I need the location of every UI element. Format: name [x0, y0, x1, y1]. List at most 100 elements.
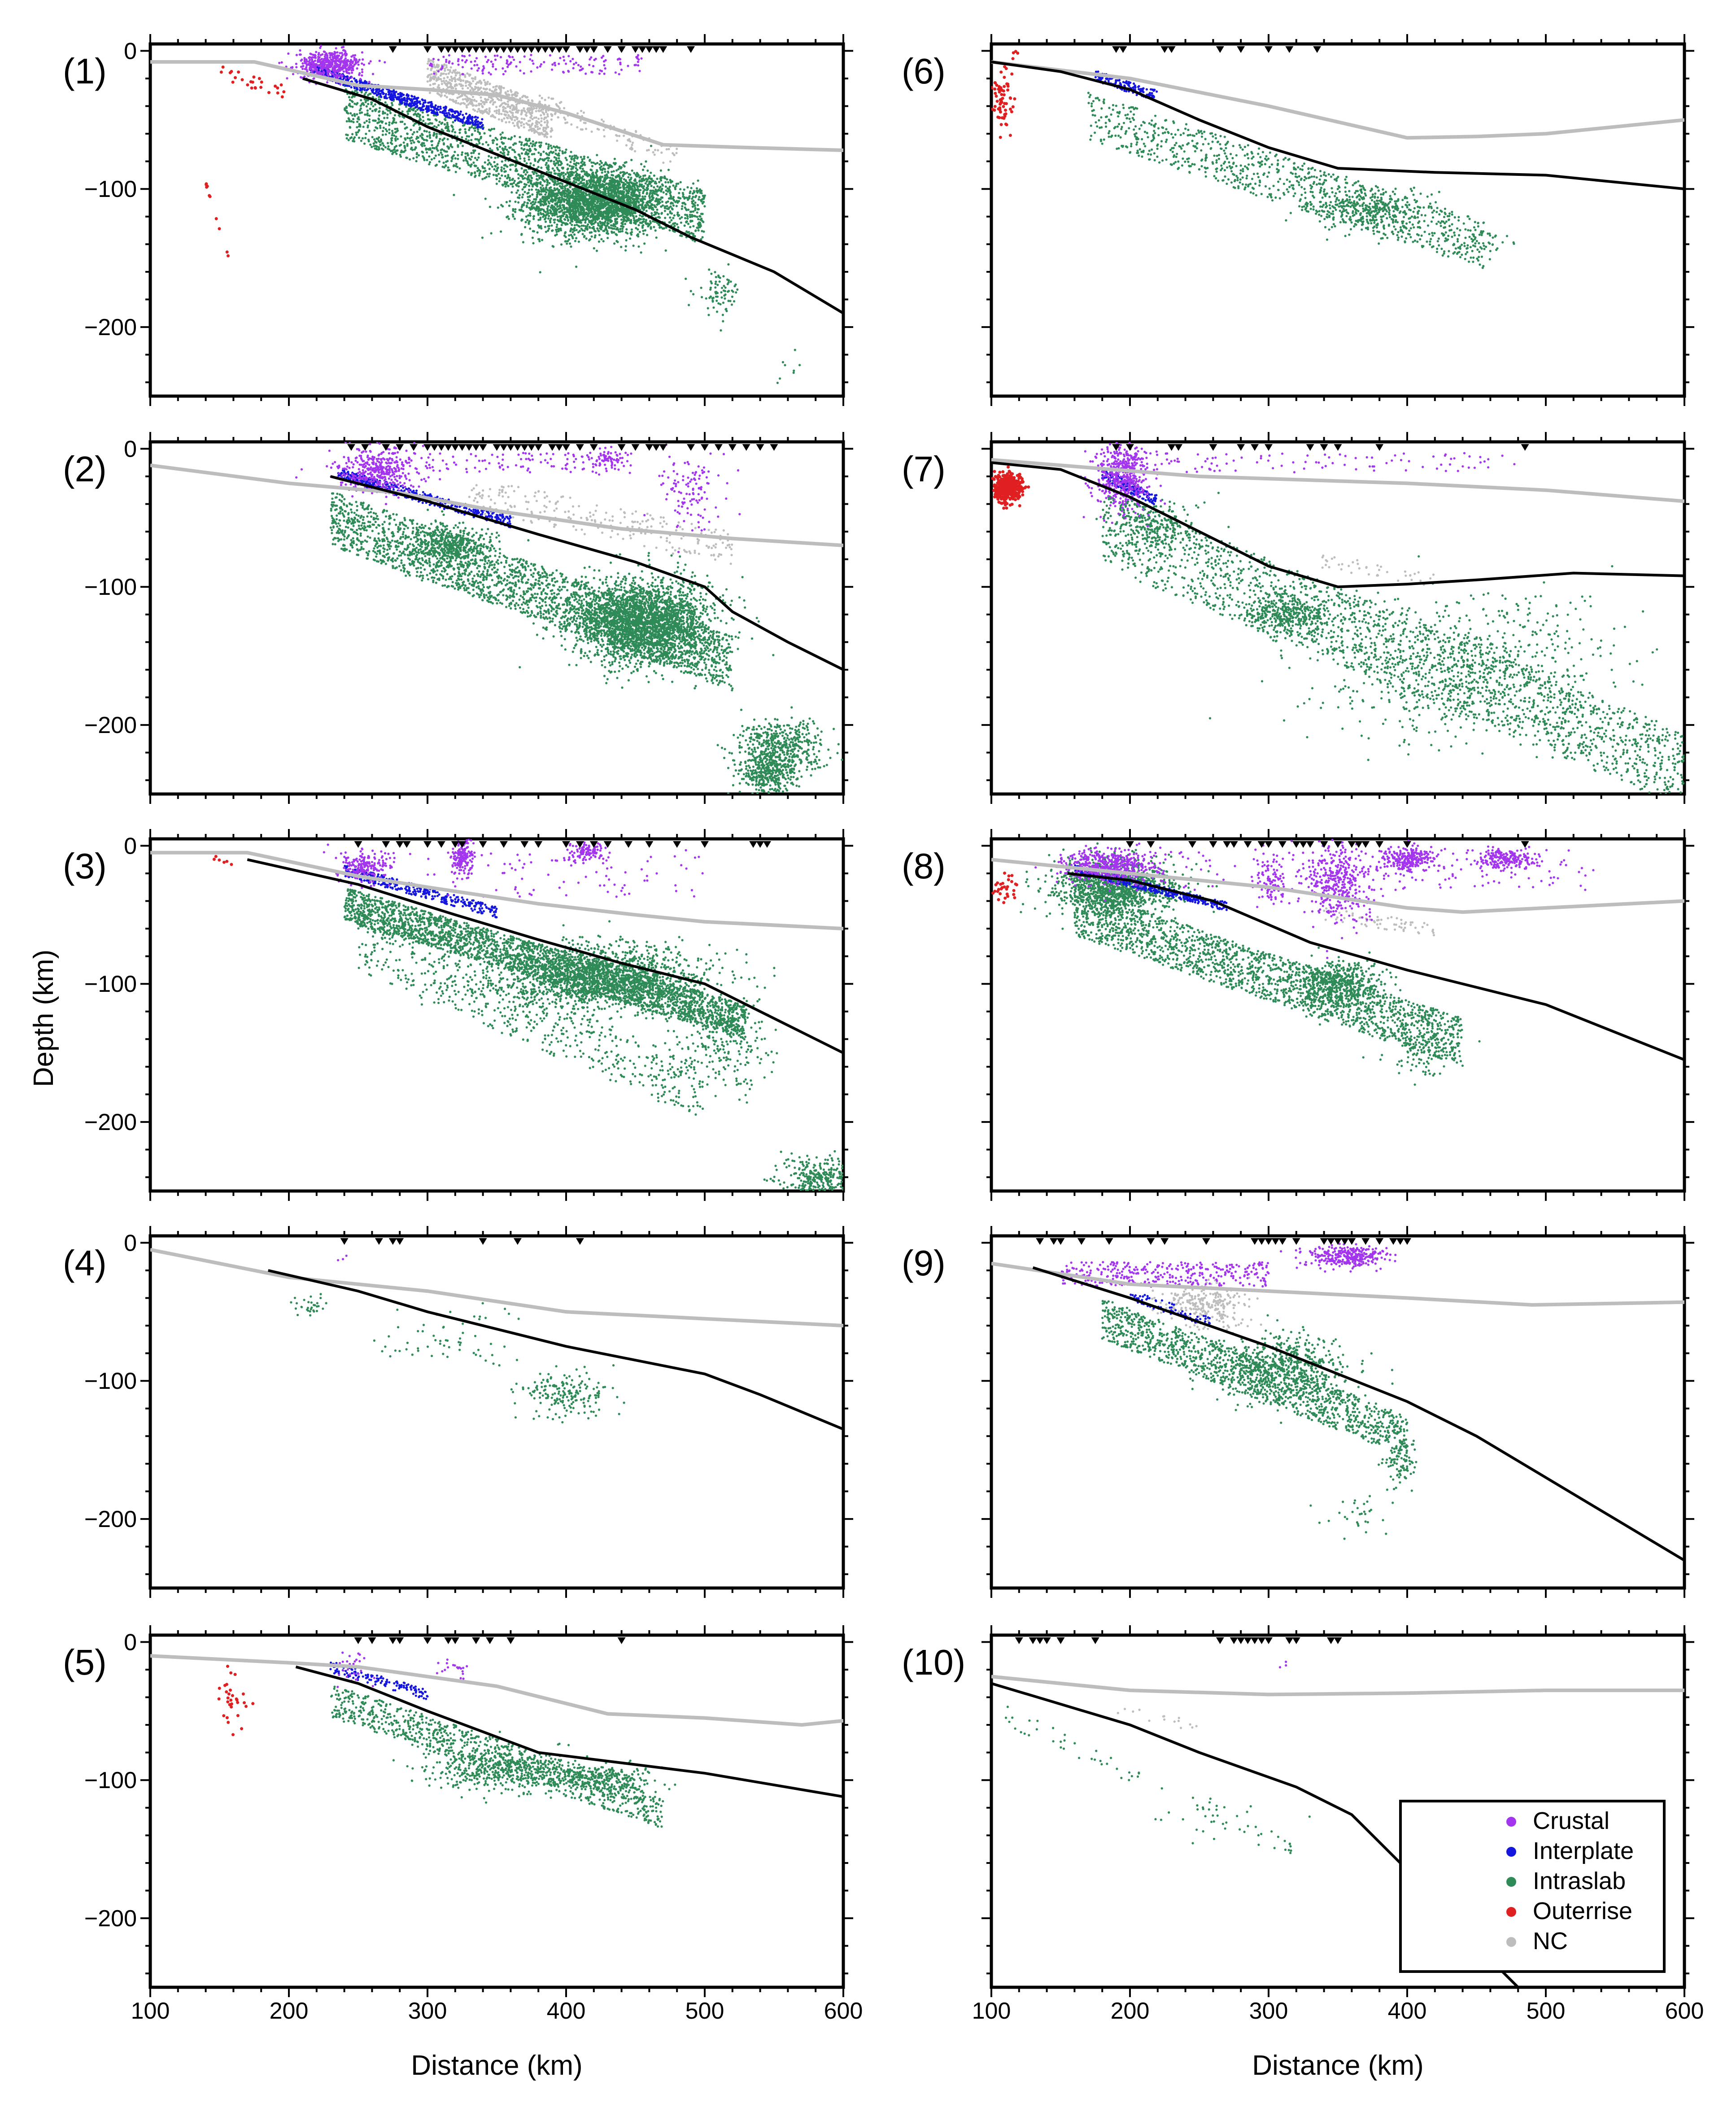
station-marker: [1292, 841, 1300, 848]
panel-9-intraslab-cluster-0: [1101, 1300, 1409, 1457]
panel-7-intraslab-cluster-1: [1208, 555, 1658, 761]
station-marker: [1320, 444, 1328, 451]
panel-6-frame: [990, 42, 1686, 398]
panel-1-crustal-cluster-8: [429, 53, 643, 76]
panel-9-moho-line: [991, 1261, 1684, 1307]
panel-7-stations: [1112, 444, 1529, 451]
panel-1-nc-cluster-4: [426, 58, 554, 139]
panel-label: (4): [63, 1243, 107, 1283]
panel-7-plot-area: [991, 442, 1684, 794]
x-tick-label: 400: [1388, 1998, 1427, 2024]
station-marker: [520, 444, 529, 451]
panel-5-plot-area: [150, 1651, 843, 1828]
station-marker: [1056, 1238, 1065, 1245]
x-tick-label: 100: [131, 1998, 170, 2024]
station-marker: [756, 841, 764, 848]
station-marker: [1292, 1238, 1300, 1245]
station-marker: [354, 841, 362, 848]
panels-layer: 0 −100 −200 (1) 0 −100 −200 (2) 0 −100 −200 (3) 0 −10…: [63, 34, 1704, 2024]
station-marker: [479, 841, 487, 848]
station-marker: [659, 444, 667, 451]
station-marker: [520, 46, 529, 53]
panel-1-frame: [148, 42, 845, 398]
panel-9-ticks: [981, 1226, 1694, 1598]
station-marker: [1334, 444, 1342, 451]
panel-5-interplate-cluster-3: [329, 1661, 429, 1700]
station-marker: [1334, 1238, 1342, 1245]
station-marker: [388, 1637, 397, 1644]
panel-8-nc-cluster-4: [1323, 907, 1435, 937]
station-marker: [1202, 1238, 1210, 1245]
y-tick-label: −100: [84, 971, 137, 997]
station-marker: [527, 444, 536, 451]
station-marker: [1521, 444, 1529, 451]
panel-label: (8): [902, 846, 946, 886]
panel-8-outerrise-cluster-12: [991, 871, 1018, 904]
station-marker: [458, 46, 467, 53]
station-marker: [451, 444, 459, 451]
station-marker: [1285, 1637, 1294, 1644]
panel-8-intraslab-cluster-0: [1020, 842, 1221, 930]
panel-10-stations: [1015, 1637, 1342, 1644]
station-marker: [1265, 444, 1273, 451]
panel-6-intraslab-cluster-1: [1285, 178, 1450, 245]
station-marker: [617, 444, 626, 451]
panel-7-intraslab-cluster-0: [1101, 495, 1684, 794]
station-marker: [1306, 444, 1314, 451]
panel-9-stations: [1036, 1238, 1411, 1245]
station-marker: [1361, 841, 1370, 848]
legend: Crustal Interplate Intraslab Outerrise NC: [1399, 1800, 1666, 1973]
station-marker: [396, 444, 404, 451]
panel-2-crustal-cluster-8: [628, 443, 741, 554]
legend-label-interplate: Interplate: [1533, 1837, 1634, 1864]
panel-6-ticks: [981, 34, 1694, 406]
panel-8-interplate-cluster-5: [1074, 864, 1228, 911]
station-marker: [534, 841, 543, 848]
panel-8-plot-area: [991, 839, 1684, 1086]
station-marker: [1292, 1637, 1300, 1644]
station-marker: [742, 444, 750, 451]
station-marker: [576, 841, 584, 848]
panel-4: 0 −100 −200 (4): [63, 1226, 853, 1598]
station-marker: [1251, 1238, 1259, 1245]
y-tick-label: −100: [84, 574, 137, 600]
panel-5-moho-line: [150, 1654, 843, 1727]
station-marker: [444, 1637, 453, 1644]
station-marker: [1091, 1637, 1099, 1644]
panel-9-crustal-cluster-6: [1060, 1261, 1270, 1288]
panel-label: (6): [902, 51, 946, 91]
station-marker: [631, 444, 640, 451]
station-marker: [1015, 1637, 1023, 1644]
panel-5-slab-surface-line: [295, 1665, 843, 1798]
station-marker: [472, 46, 480, 53]
station-marker: [645, 841, 654, 848]
panel-10-nc-cluster-3: [1117, 1708, 1198, 1729]
station-marker: [1056, 1637, 1065, 1644]
panel-2-crustal-cluster-9: [581, 445, 632, 476]
station-marker: [423, 841, 432, 848]
station-marker: [1278, 1238, 1287, 1245]
panel-7: (7): [902, 432, 1694, 804]
station-marker: [486, 1637, 494, 1644]
panel-1-outerrise-cluster-10: [205, 182, 230, 257]
station-marker: [1209, 841, 1217, 848]
station-marker: [458, 444, 467, 451]
panel-2-plot-area: [150, 442, 843, 794]
x-tick-label: 200: [270, 1998, 309, 2024]
station-marker: [479, 444, 487, 451]
station-marker: [1209, 444, 1217, 451]
station-marker: [1403, 1238, 1411, 1245]
panel-5-crustal-cluster-4: [436, 1658, 468, 1680]
panel-2-frame: [148, 440, 845, 796]
panel-4-moho-line: [150, 1248, 843, 1328]
panel-9-slab-surface-line: [1032, 1266, 1684, 1562]
station-marker: [1313, 46, 1322, 53]
station-marker: [451, 1637, 459, 1644]
station-marker: [1361, 1238, 1370, 1245]
station-marker: [472, 444, 480, 451]
panel-10-moho-line: [991, 1675, 1684, 1697]
panel-6-slab-surface-line: [991, 61, 1684, 191]
y-tick-label: 0: [124, 38, 137, 64]
panel-1-interplate-cluster-6: [309, 63, 484, 130]
